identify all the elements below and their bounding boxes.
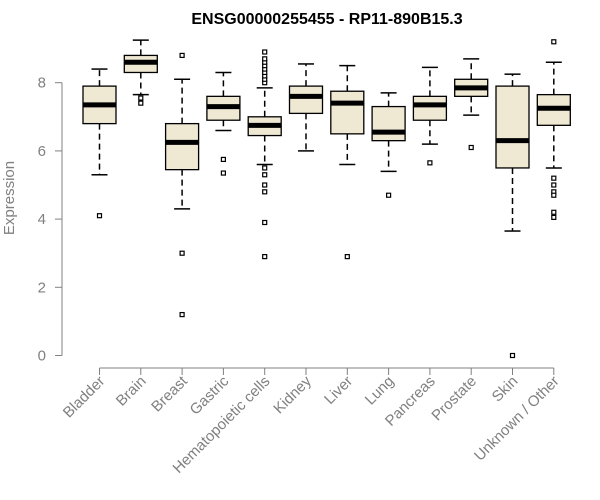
box-skin (495, 73, 530, 359)
outlier-point (386, 192, 392, 198)
iqr-box (412, 95, 448, 121)
outlier-point (551, 182, 557, 188)
iqr-box (288, 85, 324, 115)
y-tick-label: 0 (38, 348, 46, 365)
outlier-point (551, 39, 557, 45)
box-gastric (206, 71, 241, 176)
x-tick-label: Prostate (428, 373, 480, 425)
x-tick-label: Skin (489, 373, 522, 406)
outlier-point (262, 182, 268, 188)
x-tick-label: Liver (321, 373, 356, 408)
outlier-point (262, 165, 268, 171)
box-hematopoietic-cells (247, 49, 282, 260)
box-brain (123, 39, 158, 106)
box-prostate (454, 58, 489, 151)
y-tick-label: 2 (38, 279, 46, 296)
box-lung (371, 92, 406, 198)
outlier-point (96, 213, 103, 219)
outlier-point (138, 100, 144, 106)
outlier-point (179, 52, 185, 59)
box-kidney (288, 63, 324, 152)
box-breast (164, 52, 200, 318)
y-tick-label: 4 (38, 211, 46, 228)
iqr-box (164, 122, 200, 171)
chart-title: ENSG00000255455 - RP11-890B15.3 (191, 11, 462, 28)
outlier-point (509, 352, 516, 359)
box-pancreas (412, 66, 448, 166)
outlier-point (220, 156, 226, 163)
outlier-point (262, 219, 268, 226)
outlier-point (551, 192, 557, 198)
x-tick-label: Breast (148, 372, 191, 415)
outlier-point (262, 56, 268, 62)
x-tick-label: Lung (362, 373, 398, 409)
x-tick-label: Bladder (60, 373, 109, 422)
boxes (82, 39, 571, 359)
outlier-point (262, 49, 268, 55)
outlier-point (344, 254, 350, 260)
outlier-point (179, 250, 185, 256)
outlier-point (551, 214, 557, 220)
outlier-point (427, 160, 433, 166)
outlier-point (551, 209, 557, 215)
iqr-box (330, 90, 365, 135)
y-axis-label: Expression (1, 161, 18, 235)
iqr-box (495, 85, 530, 169)
box-bladder (82, 68, 117, 219)
y-tick-label: 6 (38, 143, 46, 160)
box-liver (330, 64, 365, 260)
outlier-point (551, 175, 557, 181)
iqr-box (371, 105, 406, 142)
box-unknown-other (536, 39, 571, 220)
outlier-point (262, 254, 268, 260)
outlier-point (138, 95, 144, 101)
axes: 0 2 4 6 8 (38, 75, 555, 375)
x-tick-label: Brain (113, 373, 150, 410)
outlier-point (220, 170, 226, 176)
outlier-point (262, 189, 268, 195)
outlier-point (262, 172, 268, 178)
outlier-point (468, 144, 474, 151)
x-tick-label: Kidney (270, 372, 315, 417)
outlier-point (179, 311, 185, 318)
y-tick-label: 8 (38, 75, 46, 92)
